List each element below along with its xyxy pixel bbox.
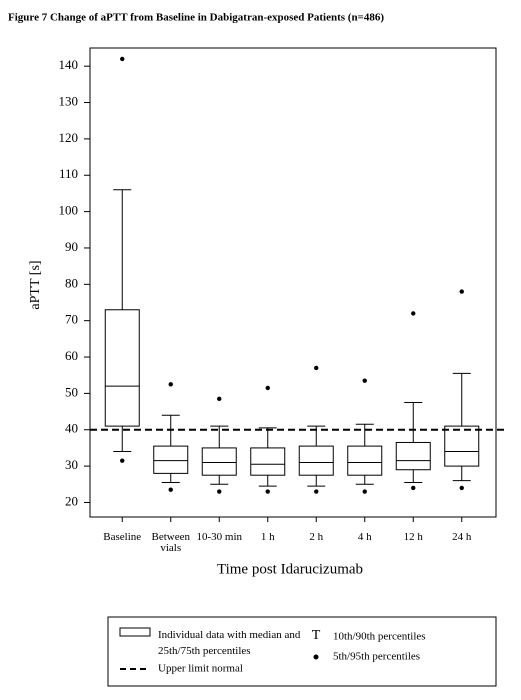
outlier-dot	[120, 458, 125, 463]
outlier-dot	[120, 56, 125, 62]
legend-text: 10th/90th percentiles	[333, 631, 426, 643]
x-tick-label: Between vials	[151, 531, 190, 554]
outlier-dot	[362, 378, 367, 383]
chart-title: Figure 7 Change of aPTT from Baseline in…	[8, 12, 384, 24]
box	[395, 441, 431, 471]
y-tick-label: 80	[65, 275, 78, 290]
legend-dot-icon	[313, 654, 319, 660]
legend-text: Individual data with median and 25th/75t…	[158, 629, 301, 657]
plot-frame	[89, 47, 497, 518]
outlier-dot	[168, 487, 173, 492]
y-axis-label: aPTT [s]	[28, 260, 43, 309]
x-tick-label: 4 h	[357, 531, 372, 543]
y-tick-label: 50	[65, 384, 78, 399]
x-tick-label: Baseline	[103, 531, 142, 543]
box	[201, 447, 237, 476]
outlier-dot	[168, 382, 173, 387]
outlier-dot	[362, 489, 367, 494]
x-tick-label: 2 h	[309, 531, 324, 543]
y-tick-label: 140	[59, 57, 79, 72]
legend-frame	[107, 616, 497, 687]
y-tick-label: 90	[65, 239, 78, 254]
y-tick-label: 70	[65, 312, 78, 327]
outlier-dot	[459, 289, 464, 294]
x-axis-label: Time post Idarucizumab	[217, 561, 363, 577]
box	[104, 309, 140, 427]
y-tick-label: 30	[65, 457, 78, 472]
box	[153, 445, 189, 474]
x-tick-label: 10-30 min	[196, 531, 243, 543]
box	[444, 425, 480, 467]
y-tick-label: 60	[65, 348, 78, 363]
x-tick-label: 1 h	[260, 531, 275, 543]
box	[298, 445, 334, 476]
y-tick-label: 130	[59, 94, 79, 109]
outlier-dot	[459, 485, 464, 491]
box	[250, 447, 286, 476]
outlier-dot	[411, 311, 416, 316]
x-tick-label: 12 h	[403, 531, 423, 543]
x-tick-label: 24 h	[452, 531, 472, 543]
y-tick-label: 40	[65, 421, 78, 436]
legend-text: 5th/95th percentiles	[333, 651, 420, 663]
legend-text: Upper limit normal	[158, 663, 243, 675]
outlier-dot	[314, 365, 319, 371]
outlier-dot	[217, 396, 222, 402]
y-tick-label: 120	[59, 130, 79, 145]
outlier-dot	[411, 485, 416, 491]
y-tick-label: 100	[59, 203, 79, 218]
legend-box-icon	[119, 627, 151, 637]
outlier-dot	[265, 489, 270, 494]
y-tick-label: 110	[59, 166, 78, 181]
y-tick-label: 20	[65, 493, 78, 508]
outlier-dot	[314, 489, 319, 494]
box	[347, 445, 383, 476]
outlier-dot	[217, 489, 222, 494]
legend-whisker-icon: T	[312, 628, 321, 643]
outlier-dot	[265, 385, 270, 391]
